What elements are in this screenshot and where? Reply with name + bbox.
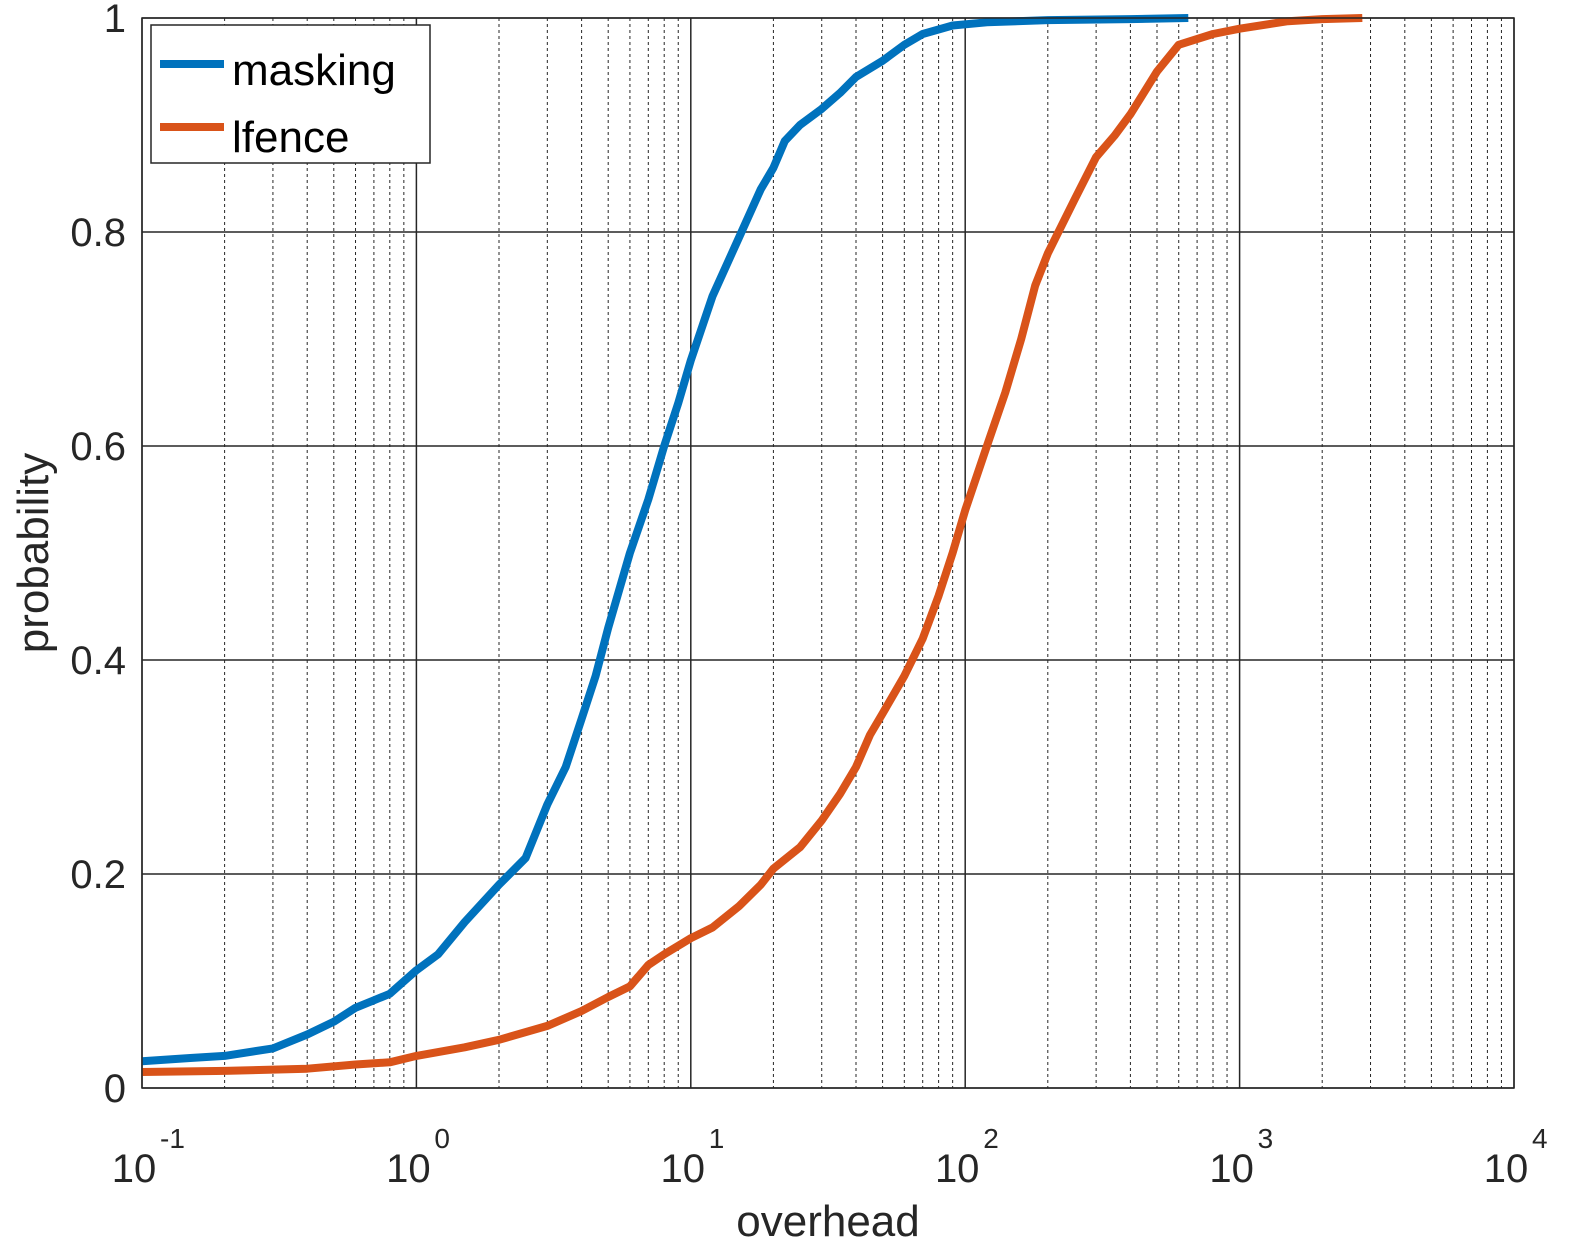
plot-background — [142, 18, 1514, 1088]
x-tick-exponent: -1 — [160, 1123, 185, 1154]
y-tick-labels: 0 0.2 0.4 0.6 0.8 1 — [70, 0, 126, 1111]
y-tick-label: 0.8 — [70, 211, 126, 255]
plot-frame — [141, 17, 1515, 1089]
x-tick-base: 10 — [112, 1147, 157, 1191]
series-line-masking — [141, 14, 1189, 1066]
x-tick-base: 10 — [1209, 1147, 1254, 1191]
x-tick-label: 104 — [1484, 1123, 1548, 1191]
x-tick-base: 10 — [386, 1147, 431, 1191]
x-tick-label: 103 — [1209, 1123, 1273, 1191]
legend-label-masking: masking — [232, 46, 396, 95]
series-line-lfence — [141, 14, 1363, 1076]
x-tick-base: 10 — [661, 1147, 706, 1191]
x-axis-label: overhead — [736, 1197, 919, 1246]
legend-box — [150, 24, 431, 164]
y-tick-label: 0.6 — [70, 425, 126, 469]
x-tick-exponent: 3 — [1258, 1123, 1274, 1154]
x-tick-label: 101 — [661, 1123, 725, 1191]
x-tick-exponent: 2 — [983, 1123, 999, 1154]
x-tick-label: 100 — [386, 1123, 450, 1191]
y-tick-label: 1 — [104, 0, 126, 41]
x-tick-exponent: 1 — [709, 1123, 725, 1154]
series-lines — [141, 14, 1363, 1076]
legend: masking lfence — [150, 24, 431, 164]
x-tick-base: 10 — [1484, 1147, 1529, 1191]
x-tick-exponent: 0 — [434, 1123, 450, 1154]
x-tick-label: 10-1 — [112, 1123, 185, 1191]
y-tick-label: 0.4 — [70, 639, 126, 683]
y-axis-label: probability — [9, 453, 58, 654]
y-tick-label: 0.2 — [70, 853, 126, 897]
y-tick-label: 0 — [104, 1067, 126, 1111]
x-tick-base: 10 — [935, 1147, 980, 1191]
legend-label-lfence: lfence — [232, 113, 349, 162]
x-tick-label: 102 — [935, 1123, 999, 1191]
x-tick-exponent: 4 — [1532, 1123, 1548, 1154]
